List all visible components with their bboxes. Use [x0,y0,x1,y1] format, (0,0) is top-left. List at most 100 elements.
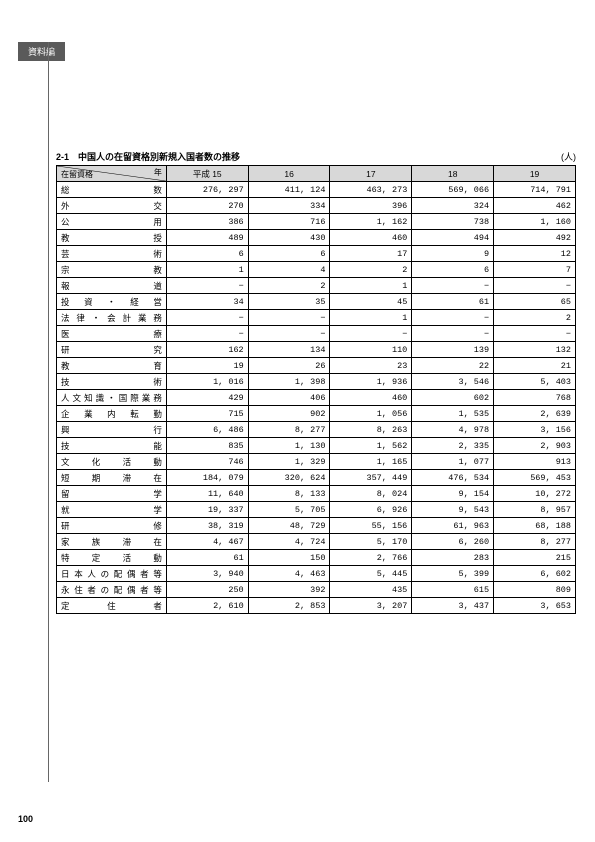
cell-value: 2, 610 [166,598,248,614]
cell-value: 1, 016 [166,374,248,390]
cell-value: 283 [412,550,494,566]
cell-value: 65 [494,294,576,310]
cell-value: 1, 329 [248,454,330,470]
cell-value: 9 [412,246,494,262]
cell-value: 23 [330,358,412,374]
table-row: 医 療−−−−− [57,326,576,342]
cell-value: 1, 398 [248,374,330,390]
row-label: 総 数 [57,182,167,198]
cell-value: 8, 133 [248,486,330,502]
col-header: 18 [412,166,494,182]
cell-value: 2 [248,278,330,294]
cell-value: 435 [330,582,412,598]
cell-value: 8, 263 [330,422,412,438]
cell-value: 5, 170 [330,534,412,550]
data-table: 年 在留資格 平成 15 16 17 18 19 総 数276, 297411,… [56,165,576,614]
row-label: 外 交 [57,198,167,214]
table-row: 教 授489430460494492 [57,230,576,246]
cell-value: 3, 156 [494,422,576,438]
cell-value: 494 [412,230,494,246]
cell-value: 215 [494,550,576,566]
cell-value: 2 [494,310,576,326]
cell-value: 8, 277 [494,534,576,550]
cell-value: − [494,326,576,342]
cell-value: 21 [494,358,576,374]
cell-value: 406 [248,390,330,406]
cell-value: − [166,326,248,342]
cell-value: 396 [330,198,412,214]
cell-value: 768 [494,390,576,406]
cell-value: 429 [166,390,248,406]
cell-value: 1, 562 [330,438,412,454]
cell-value: 902 [248,406,330,422]
cell-value: 1, 165 [330,454,412,470]
cell-value: − [330,326,412,342]
cell-value: 1, 162 [330,214,412,230]
cell-value: 2, 853 [248,598,330,614]
cell-value: 569, 066 [412,182,494,198]
table-row: 投 資 ・ 経 営3435456165 [57,294,576,310]
cell-value: 4, 724 [248,534,330,550]
cell-value: 1, 077 [412,454,494,470]
cell-value: 492 [494,230,576,246]
row-label: 技 術 [57,374,167,390]
cell-value: 411, 124 [248,182,330,198]
cell-value: 5, 403 [494,374,576,390]
table-row: 文 化 活 動7461, 3291, 1651, 077913 [57,454,576,470]
cell-value: 392 [248,582,330,598]
row-label: 人文知識・国際業務 [57,390,167,406]
cell-value: 7 [494,262,576,278]
cell-value: 48, 729 [248,518,330,534]
cell-value: 460 [330,230,412,246]
table-row: 短 期 滞 在184, 079320, 624357, 449476, 5345… [57,470,576,486]
row-label: 技 能 [57,438,167,454]
cell-value: 12 [494,246,576,262]
cell-value: − [248,310,330,326]
cell-value: 835 [166,438,248,454]
row-label: 教 授 [57,230,167,246]
cell-value: 460 [330,390,412,406]
cell-value: 3, 940 [166,566,248,582]
cell-value: − [166,278,248,294]
cell-value: 489 [166,230,248,246]
cell-value: 4 [248,262,330,278]
row-label: 特 定 活 動 [57,550,167,566]
cell-value: − [412,278,494,294]
cell-value: 476, 534 [412,470,494,486]
row-label: 芸 術 [57,246,167,262]
table-row: 芸 術6617912 [57,246,576,262]
cell-value: 1 [330,278,412,294]
cell-value: 139 [412,342,494,358]
col-header: 17 [330,166,412,182]
section-tab: 資料編 [18,42,65,61]
header-year: 年 [154,167,162,178]
cell-value: 3, 653 [494,598,576,614]
cell-value: 5, 445 [330,566,412,582]
cell-value: 4, 978 [412,422,494,438]
cell-value: 6 [166,246,248,262]
col-header: 19 [494,166,576,182]
table-header-row: 年 在留資格 平成 15 16 17 18 19 [57,166,576,182]
cell-value: 11, 640 [166,486,248,502]
cell-value: 6, 486 [166,422,248,438]
cell-value: 1, 130 [248,438,330,454]
row-label: 宗 教 [57,262,167,278]
col-header: 平成 15 [166,166,248,182]
row-label: 定 住 者 [57,598,167,614]
diagonal-header: 年 在留資格 [57,166,167,182]
cell-value: 1 [330,310,412,326]
table-row: 技 術1, 0161, 3981, 9363, 5465, 403 [57,374,576,390]
cell-value: 134 [248,342,330,358]
cell-value: 26 [248,358,330,374]
cell-value: 738 [412,214,494,230]
row-label: 文 化 活 動 [57,454,167,470]
cell-value: 9, 543 [412,502,494,518]
row-label: 医 療 [57,326,167,342]
cell-value: 324 [412,198,494,214]
cell-value: − [166,310,248,326]
cell-value: 61 [412,294,494,310]
cell-value: 615 [412,582,494,598]
row-label: 短 期 滞 在 [57,470,167,486]
cell-value: 8, 277 [248,422,330,438]
cell-value: 38, 319 [166,518,248,534]
